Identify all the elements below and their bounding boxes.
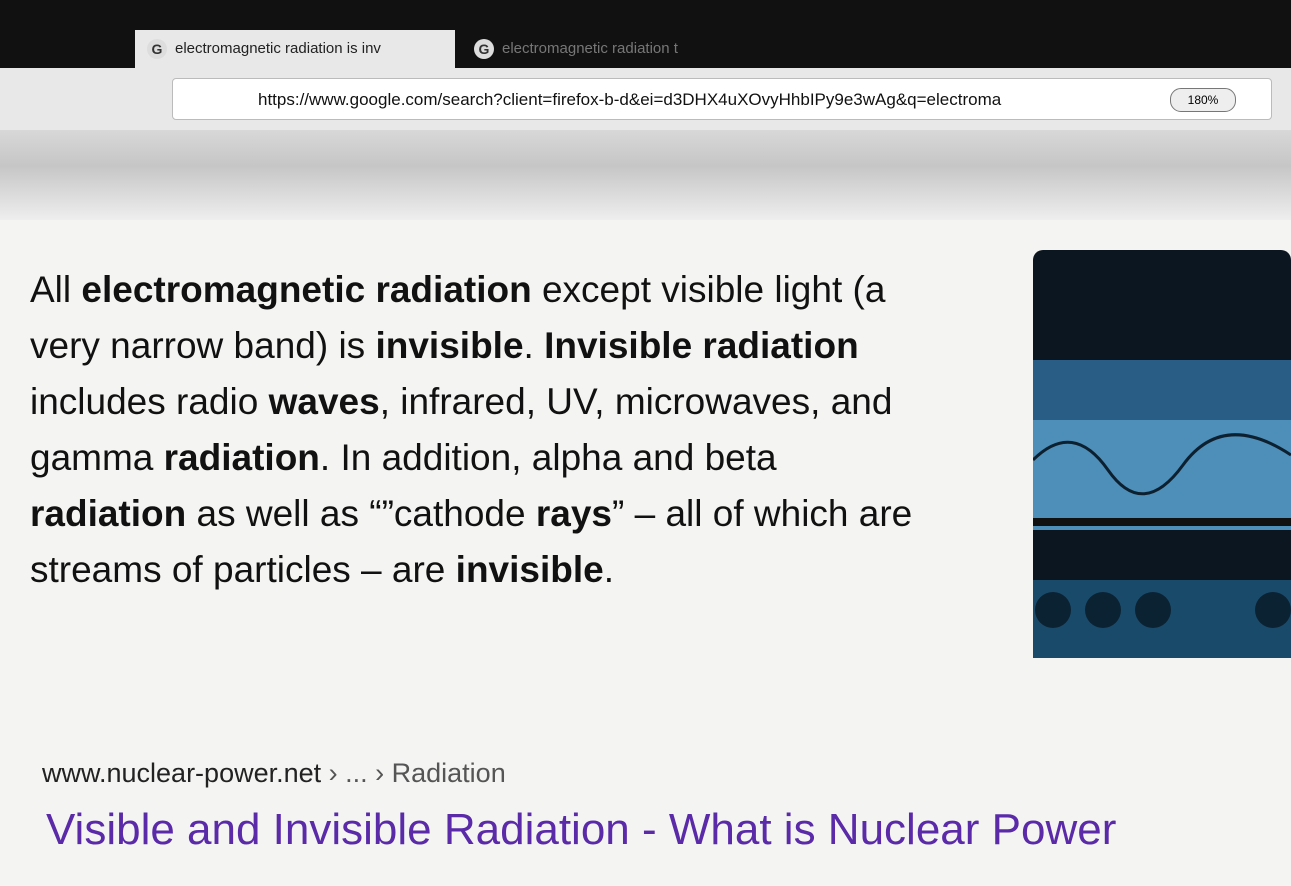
favicon: G xyxy=(147,39,167,59)
page: {"browser": {"tabs": [{"title": "electro… xyxy=(0,0,1291,886)
bold-text: rays xyxy=(536,493,612,534)
text: All xyxy=(30,269,81,310)
bold-text: electromagnetic radiation xyxy=(81,269,531,310)
search-header xyxy=(0,130,1291,220)
text: . xyxy=(524,325,545,366)
breadcrumb: www.nuclear-power.net › ... › Radiation xyxy=(42,758,506,789)
bold-text: Invisible radiation xyxy=(544,325,859,366)
url-bar[interactable]: https://www.google.com/search?client=fir… xyxy=(172,78,1272,120)
snippet: All electromagnetic radiation except vis… xyxy=(30,262,920,598)
url: https://www.google.com/search?client=fir… xyxy=(258,90,1001,109)
bold-text: radiation xyxy=(164,437,320,478)
nav-bar: https://www.google.com/search?client=fir… xyxy=(0,68,1291,130)
result-title[interactable]: Visible and Invisible Radiation - What i… xyxy=(46,805,1116,855)
text: . xyxy=(604,549,614,590)
tab-title: electromagnetic radiation t xyxy=(502,40,678,57)
text: as well as “”cathode xyxy=(186,493,536,534)
bold-text: waves xyxy=(269,381,380,422)
thumbnail[interactable] xyxy=(1033,250,1291,658)
bold-text: invisible xyxy=(456,549,604,590)
text: . In addition, alpha and beta xyxy=(320,437,777,478)
favicon: G xyxy=(474,39,494,59)
bold-text: invisible xyxy=(375,325,523,366)
bold-text: radiation xyxy=(30,493,186,534)
breadcrumb-path: › ... › Radiation xyxy=(321,758,506,788)
site: www.nuclear-power.net xyxy=(42,758,321,788)
zoom-indicator[interactable]: 180% xyxy=(1170,88,1236,112)
text: includes radio xyxy=(30,381,269,422)
tab-title: electromagnetic radiation is inv xyxy=(175,40,381,57)
